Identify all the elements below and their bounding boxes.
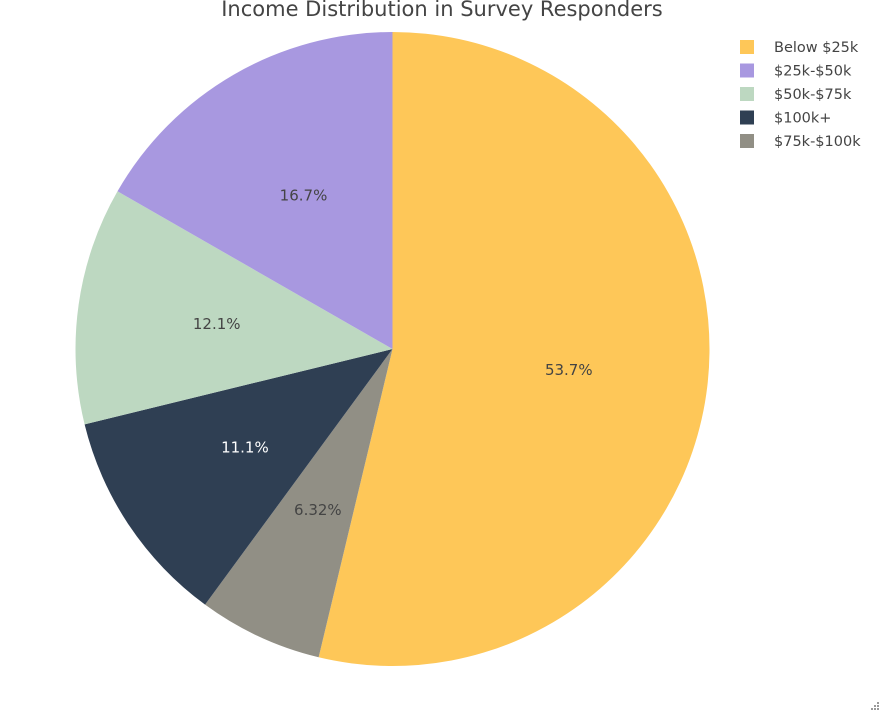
pie-slice-below-25k[interactable] [318, 32, 710, 666]
legend-label-100k-plus: $100k+ [774, 111, 831, 127]
slice-label-50k-75k: 12.1% [193, 315, 241, 333]
legend-label-below-25k: Below $25k [774, 40, 859, 56]
legend-item-below-25k[interactable]: Below $25k [740, 40, 859, 56]
slice-label-100k-plus: 11.1% [221, 439, 269, 457]
slice-label-below-25k: 53.7% [545, 361, 593, 379]
resize-handle-icon[interactable] [868, 701, 880, 713]
pie-slices [75, 32, 710, 666]
legend-swatch-50k-75k [740, 87, 754, 101]
pie-slice-100k-plus[interactable] [84, 349, 393, 605]
legend-label-25k-50k: $25k-$50k [774, 64, 852, 80]
legend: Below $25k $25k-$50k $50k-$75k $100k+ $75k-$… [740, 40, 861, 150]
pie-slice-75k-100k[interactable] [205, 349, 393, 658]
pie-slice-labels: 53.7% 6.32% 11.1% 12.1% 16.7% [193, 186, 593, 519]
slice-label-25k-50k: 16.7% [280, 186, 328, 204]
legend-item-25k-50k[interactable]: $25k-$50k [740, 63, 852, 80]
legend-label-75k-100k: $75k-$100k [774, 134, 861, 150]
legend-swatch-75k-100k [740, 134, 754, 148]
pie-slice-50k-75k[interactable] [75, 191, 393, 425]
legend-item-100k-plus[interactable]: $100k+ [740, 110, 831, 127]
legend-item-75k-100k[interactable]: $75k-$100k [740, 134, 861, 150]
legend-label-50k-75k: $50k-$75k [774, 87, 852, 103]
legend-swatch-25k-50k [740, 63, 754, 78]
chart-title: Income Distribution in Survey Responders [221, 0, 663, 21]
legend-swatch-below-25k [740, 40, 754, 54]
pie-slice-25k-50k[interactable] [117, 32, 393, 349]
legend-swatch-100k-plus [740, 110, 754, 125]
legend-item-50k-75k[interactable]: $50k-$75k [740, 87, 852, 103]
slice-label-75k-100k: 6.32% [294, 501, 342, 519]
